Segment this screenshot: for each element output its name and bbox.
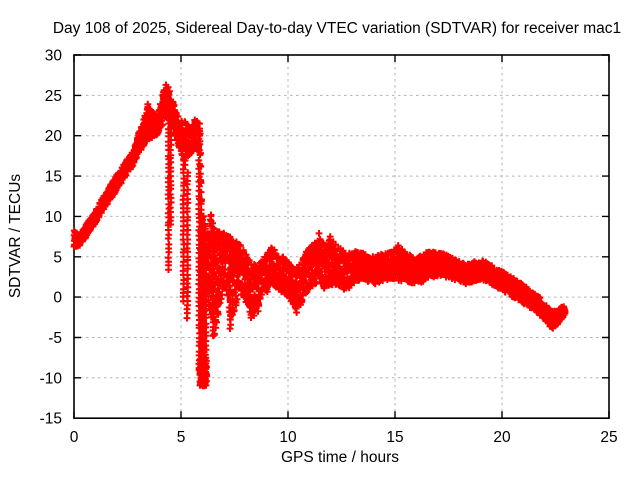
gridlines (74, 55, 609, 419)
x-tick-label: 0 (70, 429, 79, 446)
x-tick-label: 10 (279, 429, 297, 446)
y-tick-label: 20 (45, 128, 63, 145)
y-tick-label: -15 (40, 411, 62, 428)
x-axis-label: GPS time / hours (281, 449, 399, 466)
y-tick-label: 30 (45, 48, 63, 65)
y-tick-label: 15 (45, 169, 62, 186)
scatter-series (70, 81, 569, 390)
y-tick-label: 0 (53, 290, 62, 307)
axis-ticks (73, 54, 610, 419)
x-tick-label: 25 (600, 429, 617, 446)
chart-title: Day 108 of 2025, Sidereal Day-to-day VTE… (53, 20, 621, 37)
tick-labels: 0 5 10 15 20 25 -15 -10 -5 0 5 10 15 20 25 30 (40, 48, 618, 447)
y-tick-label: -5 (48, 330, 62, 347)
tick-marks (73, 54, 610, 419)
x-tick-label: 20 (493, 429, 511, 446)
y-tick-label: 25 (45, 88, 62, 105)
y-tick-label: -10 (40, 370, 63, 387)
x-tick-label: 5 (177, 429, 186, 446)
x-tick-label: 15 (386, 429, 403, 446)
y-tick-label: 5 (53, 249, 62, 266)
y-axis-label: SDTVAR / TECUs (7, 174, 24, 299)
plot-border (73, 54, 610, 420)
grid-path (74, 55, 609, 419)
y-tick-label: 10 (45, 209, 63, 226)
